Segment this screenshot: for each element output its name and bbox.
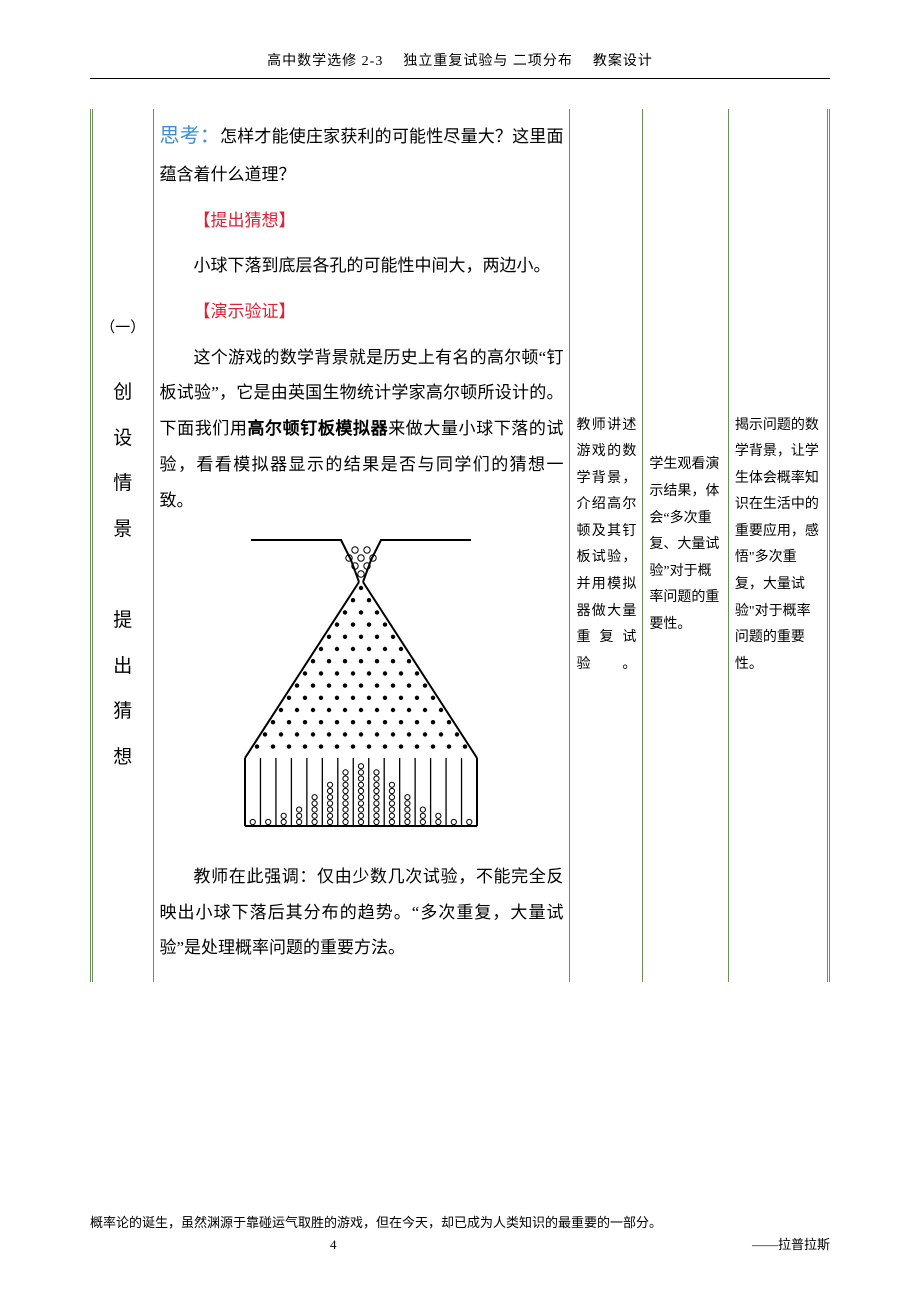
page-header: 高中数学选修 2-3 独立重复试验与 二项分布 教案设计 bbox=[90, 50, 830, 79]
teacher-activity-cell: 教师讲述游戏的数学背景，介绍高尔顿及其钉板试验，并用模拟器做大量重复试验。 bbox=[570, 109, 643, 982]
stage-title-char: 出 bbox=[99, 644, 147, 690]
header-topic: 独立重复试验与 二项分布 bbox=[403, 54, 573, 69]
header-course: 高中数学选修 2-3 bbox=[267, 54, 383, 69]
demo-p2: 教师在此强调：仅由少数几次试验，不能完全反映出小球下落后其分布的趋势。“多次重复… bbox=[160, 859, 564, 966]
galton-board-svg bbox=[231, 530, 491, 830]
think-label: 思考： bbox=[160, 125, 221, 147]
stage-cell: （一） 创设情景 提出猜想 bbox=[92, 109, 154, 982]
think-text: 怎样才能使庄家获利的可能性尽量大？这里面蕴含着什么道理？ bbox=[160, 127, 564, 184]
guess-text: 小球下落到底层各孔的可能性中间大，两边小。 bbox=[160, 248, 564, 284]
demo-p1-bold: 高尔顿钉板模拟器 bbox=[247, 419, 388, 438]
demo-p1: 这个游戏的数学背景就是历史上有名的高尔顿“钉板试验”，它是由英国生物统计学家高尔… bbox=[160, 340, 564, 518]
demo-label: 【演示验证】 bbox=[194, 302, 296, 321]
stage-title-char: 景 bbox=[99, 507, 147, 553]
stage-title-char: 情 bbox=[99, 461, 147, 507]
stage-title: 创设情景 提出猜想 bbox=[99, 370, 147, 780]
stage-number: （一） bbox=[99, 310, 147, 346]
stage-title-char: 设 bbox=[99, 416, 147, 462]
design-intent-text: 揭示问题的数学背景，让学生体会概率知识在生活中的重要应用，感悟"多次重复，大量试… bbox=[735, 418, 819, 672]
footer-page-number: 4 bbox=[330, 1234, 337, 1256]
think-para: 思考：怎样才能使庄家获利的可能性尽量大？这里面蕴含着什么道理？ bbox=[160, 115, 564, 193]
lesson-table: （一） 创设情景 提出猜想 思考：怎样才能使庄家获利的可能性尽量大？这里面蕴含着… bbox=[90, 109, 830, 982]
stage-title-char: 想 bbox=[99, 735, 147, 781]
footer-author: ——拉普拉斯 bbox=[752, 1234, 830, 1256]
galton-figure bbox=[160, 530, 564, 843]
stage-title-char bbox=[99, 553, 147, 599]
stage-title-char: 创 bbox=[99, 370, 147, 416]
content-cell: 思考：怎样才能使庄家获利的可能性尽量大？这里面蕴含着什么道理？ 【提出猜想】 小… bbox=[153, 109, 570, 982]
design-intent-cell: 揭示问题的数学背景，让学生体会概率知识在生活中的重要应用，感悟"多次重复，大量试… bbox=[728, 109, 828, 982]
guess-label: 【提出猜想】 bbox=[194, 211, 296, 230]
demo-label-para: 【演示验证】 bbox=[160, 294, 564, 330]
stage-title-char: 猜 bbox=[99, 689, 147, 735]
teacher-activity-text: 教师讲述游戏的数学背景，介绍高尔顿及其钉板试验，并用模拟器做大量重复试验。 bbox=[576, 418, 636, 672]
student-activity-text: 学生观看演示结果，体会“多次重复、大量试验”对于概率问题的重要性。 bbox=[649, 457, 719, 632]
header-doctype: 教案设计 bbox=[593, 54, 653, 69]
student-activity-cell: 学生观看演示结果，体会“多次重复、大量试验”对于概率问题的重要性。 bbox=[643, 109, 728, 982]
page: 高中数学选修 2-3 独立重复试验与 二项分布 教案设计 （一） 创设情景 提出猜想… bbox=[0, 0, 920, 1302]
stage-title-char: 提 bbox=[99, 598, 147, 644]
footer-quote: 概率论的诞生，虽然渊源于靠碰运气取胜的游戏，但在今天，却已成为人类知识的最重要的… bbox=[90, 1212, 830, 1234]
page-footer: 概率论的诞生，虽然渊源于靠碰运气取胜的游戏，但在今天，却已成为人类知识的最重要的… bbox=[90, 1212, 830, 1256]
guess-label-para: 【提出猜想】 bbox=[160, 203, 564, 239]
